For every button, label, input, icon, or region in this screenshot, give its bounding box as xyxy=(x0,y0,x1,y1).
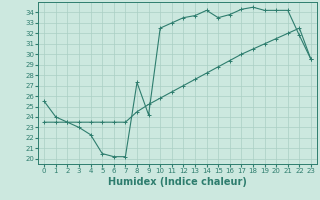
X-axis label: Humidex (Indice chaleur): Humidex (Indice chaleur) xyxy=(108,177,247,187)
